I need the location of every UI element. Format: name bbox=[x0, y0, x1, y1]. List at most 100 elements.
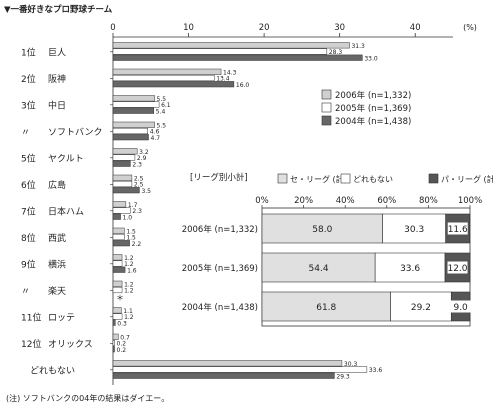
bar bbox=[112, 180, 133, 188]
bar bbox=[112, 346, 115, 353]
rank-label: 9位 bbox=[21, 258, 36, 270]
inset-legend-label: パ・リーグ (計) bbox=[441, 174, 493, 184]
bar-value-label: 31.3 bbox=[351, 43, 365, 50]
bar bbox=[112, 333, 119, 340]
legend-label: 2004年 (n=1,438) bbox=[335, 116, 411, 127]
bar-value-label: 3.5 bbox=[141, 188, 151, 195]
x-tick-label: 20 bbox=[259, 23, 270, 33]
bar bbox=[112, 101, 160, 108]
rank-label: 〃 bbox=[21, 287, 30, 297]
bar bbox=[112, 107, 155, 114]
bar-value-label: 4.7 bbox=[151, 135, 161, 142]
inset-value-label: 12.0 bbox=[447, 264, 467, 274]
bar bbox=[112, 233, 125, 241]
inset-value-label: 30.3 bbox=[404, 225, 424, 235]
bar bbox=[112, 307, 122, 314]
bar bbox=[112, 187, 140, 194]
bar bbox=[112, 366, 368, 373]
inset-bar-segment bbox=[261, 252, 376, 283]
bar-value-label: 1.6 bbox=[127, 267, 137, 274]
legend-swatch bbox=[321, 102, 332, 113]
bar-value-label: 28.3 bbox=[329, 49, 343, 56]
bar bbox=[112, 68, 222, 75]
bar-value-label: 5.5 bbox=[157, 96, 167, 103]
inset-legend-swatch bbox=[340, 173, 351, 184]
inset-x-tick-label: 60% bbox=[377, 196, 396, 206]
inset-bar-segment bbox=[390, 291, 452, 322]
bar-value-label: 33.6 bbox=[369, 367, 383, 374]
bar-value-label: 1.5 bbox=[126, 228, 136, 235]
bar-value-label: 1.2 bbox=[124, 288, 134, 295]
bar bbox=[112, 240, 130, 247]
bar-value-label: 2.5 bbox=[134, 175, 144, 182]
inset-value-backdrop bbox=[447, 222, 468, 235]
bar-value-label: 2.3 bbox=[132, 208, 142, 215]
bar-value-label: 0.2 bbox=[117, 341, 127, 348]
bar bbox=[112, 313, 123, 320]
bar-value-label: 6.1 bbox=[161, 102, 171, 109]
bar-value-label: 1.7 bbox=[128, 202, 138, 209]
bar bbox=[112, 160, 131, 167]
bar-value-label: 16.0 bbox=[236, 82, 250, 89]
team-label: 横浜 bbox=[48, 258, 66, 270]
bar bbox=[112, 266, 126, 273]
inset-value-label: 9.0 bbox=[453, 303, 468, 313]
team-label: ヤクルト bbox=[48, 153, 84, 164]
bar bbox=[112, 207, 131, 214]
bar-value-label: 5.4 bbox=[156, 108, 166, 115]
x-tick-label: 30 bbox=[334, 23, 345, 33]
inset-bar-segment bbox=[382, 213, 446, 244]
inset-legend-swatch bbox=[277, 173, 288, 184]
inset-bar-segment bbox=[261, 213, 383, 244]
bar bbox=[112, 134, 149, 141]
legend-label: 2006年 (n=1,332) bbox=[335, 90, 411, 101]
bar bbox=[112, 121, 155, 128]
inset-title: [リーグ別小計] bbox=[190, 172, 248, 183]
legend-swatch bbox=[321, 89, 332, 100]
team-label: ソフトバンク bbox=[48, 127, 102, 138]
bar bbox=[112, 154, 136, 161]
bar bbox=[112, 54, 363, 61]
rank-label: 5位 bbox=[21, 152, 36, 164]
inset-x-tick-label: 20% bbox=[294, 196, 313, 206]
bar-value-label: 2.3 bbox=[132, 161, 142, 168]
bar-value-label: 2.2 bbox=[132, 241, 142, 248]
bar-value-label: 33.0 bbox=[364, 55, 378, 62]
bar bbox=[112, 280, 123, 287]
team-label: 日本ハム bbox=[48, 205, 84, 217]
team-label: ロッテ bbox=[48, 312, 75, 323]
team-label: 西武 bbox=[48, 232, 66, 244]
bar-value-label: 1.2 bbox=[124, 281, 134, 288]
bar bbox=[112, 127, 149, 135]
footnote: (注) ソフトバンクの04年の結果はダイエー。 bbox=[6, 394, 170, 403]
x-tick-label: 0 bbox=[110, 23, 115, 33]
bar bbox=[112, 174, 133, 181]
rank-label: 6位 bbox=[21, 179, 36, 191]
team-label: 中日 bbox=[48, 99, 66, 111]
inset-value-label: 54.4 bbox=[309, 264, 329, 274]
bar bbox=[112, 148, 138, 155]
inset-category-label: 2005年 (n=1,369) bbox=[182, 263, 258, 274]
bar bbox=[112, 372, 335, 379]
bar bbox=[112, 360, 343, 367]
bar bbox=[112, 286, 123, 294]
team-label: オリックス bbox=[48, 339, 93, 350]
team-label: 巨人 bbox=[48, 47, 66, 58]
bar-value-label: 30.3 bbox=[344, 361, 358, 368]
bar bbox=[112, 201, 127, 208]
x-tick-label: 10 bbox=[183, 23, 194, 33]
bar bbox=[112, 339, 115, 347]
rank-label: 7位 bbox=[21, 205, 36, 217]
inset-x-tick-label: 0% bbox=[255, 196, 269, 206]
bar-value-label: 1.2 bbox=[124, 261, 134, 268]
bar-value-label: 1.2 bbox=[124, 255, 134, 262]
bar-value-label: 4.6 bbox=[150, 129, 160, 136]
legend-label: 2005年 (n=1,369) bbox=[335, 103, 411, 114]
team-label: どれもない bbox=[30, 365, 75, 376]
bar-value-label: 0.3 bbox=[117, 320, 127, 327]
bar-value-label: 1.0 bbox=[123, 214, 133, 221]
bar-value-label: 14.3 bbox=[223, 69, 237, 76]
inset-legend-swatch bbox=[428, 173, 439, 184]
bar-value-label: ＊ bbox=[116, 294, 124, 303]
team-label: 阪神 bbox=[48, 73, 66, 85]
